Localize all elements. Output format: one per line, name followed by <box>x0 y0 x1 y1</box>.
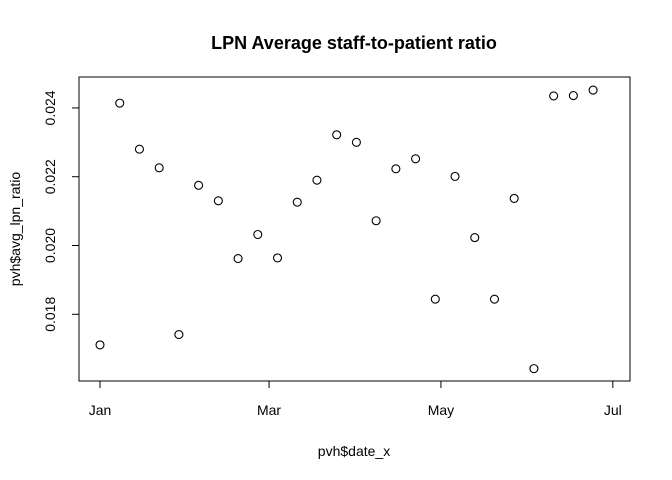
data-point <box>95 340 105 350</box>
data-point <box>233 254 243 264</box>
data-point <box>489 294 500 304</box>
data-point <box>253 229 263 240</box>
data-point <box>312 175 322 185</box>
data-point <box>194 180 204 190</box>
y-tick-label: 0.022 <box>42 159 58 194</box>
data-point <box>450 171 460 181</box>
y-tick-label: 0.020 <box>42 228 58 263</box>
data-point <box>272 253 283 263</box>
data-point <box>391 164 401 174</box>
data-point <box>371 216 381 226</box>
data-point <box>174 330 184 340</box>
x-axis-label: pvh$date_x <box>318 443 390 459</box>
chart-title: LPN Average staff-to-patient ratio <box>211 33 497 53</box>
data-point <box>213 196 223 206</box>
data-point <box>509 193 519 203</box>
y-tick-label: 0.024 <box>42 90 58 125</box>
data-point <box>332 130 342 140</box>
data-point <box>470 233 480 243</box>
data-point <box>115 98 125 108</box>
y-axis-label: pvh$avg_lpn_ratio <box>7 172 23 287</box>
x-tick-label: Jul <box>604 402 622 418</box>
x-tick-label: Jan <box>89 402 112 418</box>
data-point <box>430 294 440 304</box>
data-point <box>549 91 559 101</box>
x-axis: Jan Mar May Jul <box>89 380 622 418</box>
x-tick-label: May <box>428 402 454 418</box>
data-point <box>292 197 302 207</box>
data-point <box>568 91 578 101</box>
data-point <box>411 154 421 164</box>
data-point <box>588 85 598 95</box>
plot-area-frame <box>78 76 631 382</box>
y-tick-label: 0.018 <box>42 297 58 332</box>
y-axis: 0.018 0.020 0.022 0.024 <box>42 90 80 332</box>
data-point <box>154 163 164 173</box>
data-point <box>529 364 539 374</box>
data-point <box>134 144 144 154</box>
x-tick-label: Mar <box>257 402 281 418</box>
data-points <box>95 85 598 374</box>
data-point <box>351 137 361 147</box>
